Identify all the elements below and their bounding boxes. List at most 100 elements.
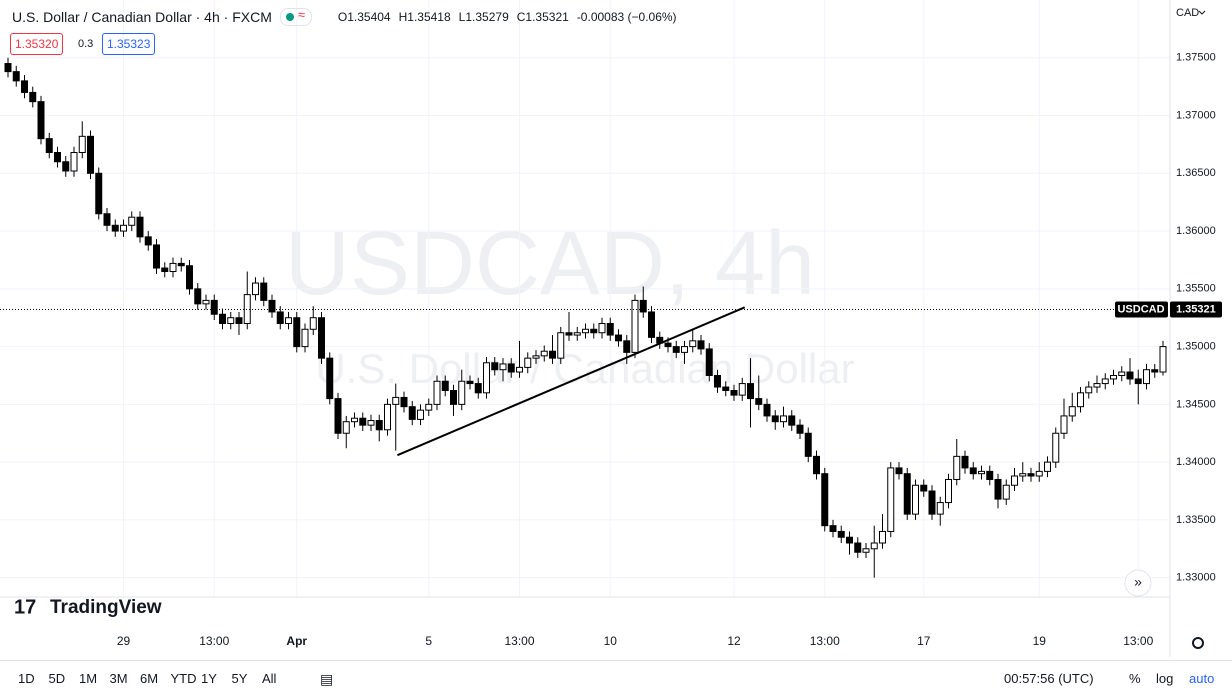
candle-body	[12, 71, 20, 82]
candle-body	[747, 383, 754, 400]
candle-body	[788, 415, 796, 426]
x-tick-label: 12	[727, 634, 741, 648]
candle-body	[615, 334, 622, 342]
range-button[interactable]: 3M	[109, 671, 128, 686]
sell-button[interactable]: 1.35320	[10, 33, 64, 55]
candle-body	[78, 135, 86, 154]
candle-body	[474, 383, 482, 394]
candle-body	[936, 502, 944, 515]
candle-body	[95, 172, 103, 215]
currency[interactable]: CAD	[1176, 7, 1199, 19]
range-button[interactable]: YTD	[170, 671, 197, 686]
range-button[interactable]: 1Y	[201, 671, 217, 686]
candle-body	[796, 424, 804, 434]
range-button[interactable]: 1D	[18, 671, 35, 686]
candle-body	[1093, 383, 1101, 388]
candle-body	[763, 403, 771, 417]
settings-icon[interactable]	[1192, 637, 1204, 649]
candle-body	[21, 80, 28, 93]
candle-body	[1060, 415, 1068, 434]
candle-body	[623, 340, 631, 353]
candle-body	[730, 390, 738, 396]
candle-body	[813, 455, 820, 475]
candle-body	[639, 299, 647, 313]
candle-body	[978, 470, 985, 475]
trend-line	[397, 306, 746, 457]
range-button[interactable]: 5D	[48, 671, 66, 686]
candle-body	[524, 357, 532, 368]
logo[interactable]: TradingView	[50, 597, 162, 618]
scroll-button[interactable]	[1124, 569, 1152, 597]
candle-body	[491, 362, 499, 371]
candle-body	[243, 294, 251, 324]
candle-body	[664, 342, 672, 348]
candle-body	[45, 138, 53, 154]
symbol-title[interactable]: U.S. Dollar / Canadian Dollar · 4h · FXC…	[12, 9, 272, 25]
candle-body	[375, 420, 383, 431]
y-tick-label: 1.33000	[1176, 572, 1216, 584]
logo-mark: 17	[14, 596, 36, 618]
candle-body	[103, 213, 111, 226]
percent-toggle[interactable]: %	[1129, 671, 1141, 686]
ohlc-label: C	[516, 10, 526, 24]
candle-body	[144, 236, 152, 246]
y-tick-label: 1.35500	[1176, 283, 1216, 295]
candle-body	[367, 420, 375, 426]
range-button[interactable]: All	[262, 671, 277, 686]
candle-body	[1134, 378, 1142, 385]
buy-button[interactable]: 1.35323	[102, 33, 156, 55]
candle-body	[285, 317, 292, 324]
candle-body	[384, 403, 391, 431]
candle-body	[697, 340, 705, 350]
symbol-tag-bg	[1115, 301, 1168, 318]
candle-body	[771, 415, 779, 423]
clock: 00:57:56 (UTC)	[1004, 671, 1094, 686]
candle-body	[582, 328, 589, 334]
candle-body	[681, 346, 688, 353]
y-tick-label: 1.36000	[1176, 225, 1216, 237]
y-tick-label: 1.34500	[1176, 398, 1216, 410]
candle-body	[458, 380, 466, 405]
candle-body	[120, 224, 127, 232]
candle-body	[293, 317, 301, 348]
candle-body	[466, 380, 474, 385]
currency-caret	[1198, 10, 1206, 15]
price-tag: 1.35321	[1176, 303, 1216, 315]
candle-body	[969, 467, 977, 475]
x-tick-label: 10	[604, 634, 618, 648]
candle-body	[606, 322, 614, 336]
candle-body	[1002, 484, 1010, 500]
auto-toggle[interactable]: auto	[1189, 671, 1215, 686]
candle-body	[4, 63, 12, 73]
x-tick-label: 13:00	[810, 634, 840, 648]
candle-body	[1143, 369, 1150, 385]
candle-body	[210, 299, 218, 315]
candle-body	[887, 467, 895, 532]
candle-body	[301, 328, 309, 348]
ohlc-label: H	[398, 10, 408, 24]
candle-body	[565, 332, 573, 336]
candle-body	[912, 484, 919, 515]
candle-body	[549, 350, 556, 359]
range-button[interactable]: 5Y	[231, 671, 248, 686]
candle-body	[1126, 371, 1134, 380]
date-range-icon[interactable]: ▤	[320, 671, 334, 687]
candle-body	[573, 332, 581, 336]
candle-body	[441, 380, 449, 392]
candle-body	[1151, 369, 1159, 373]
log-toggle[interactable]: log	[1156, 671, 1174, 686]
x-tick-label: 19	[1033, 634, 1047, 648]
candle-body	[714, 374, 721, 388]
range-button[interactable]: 1M	[79, 671, 98, 686]
header: U.S. Dollar / Canadian Dollar · 4h · FXC…	[12, 7, 677, 26]
candle-body	[260, 282, 268, 301]
candle-body	[1011, 475, 1018, 486]
range-button[interactable]: 6M	[140, 671, 159, 686]
candle-body	[961, 455, 969, 469]
x-tick-label: 17	[917, 634, 931, 648]
candle-body	[359, 417, 367, 426]
candle-body	[928, 490, 936, 515]
candle-body	[342, 421, 350, 434]
change: -0.00083 (−0.06%)	[576, 10, 677, 24]
